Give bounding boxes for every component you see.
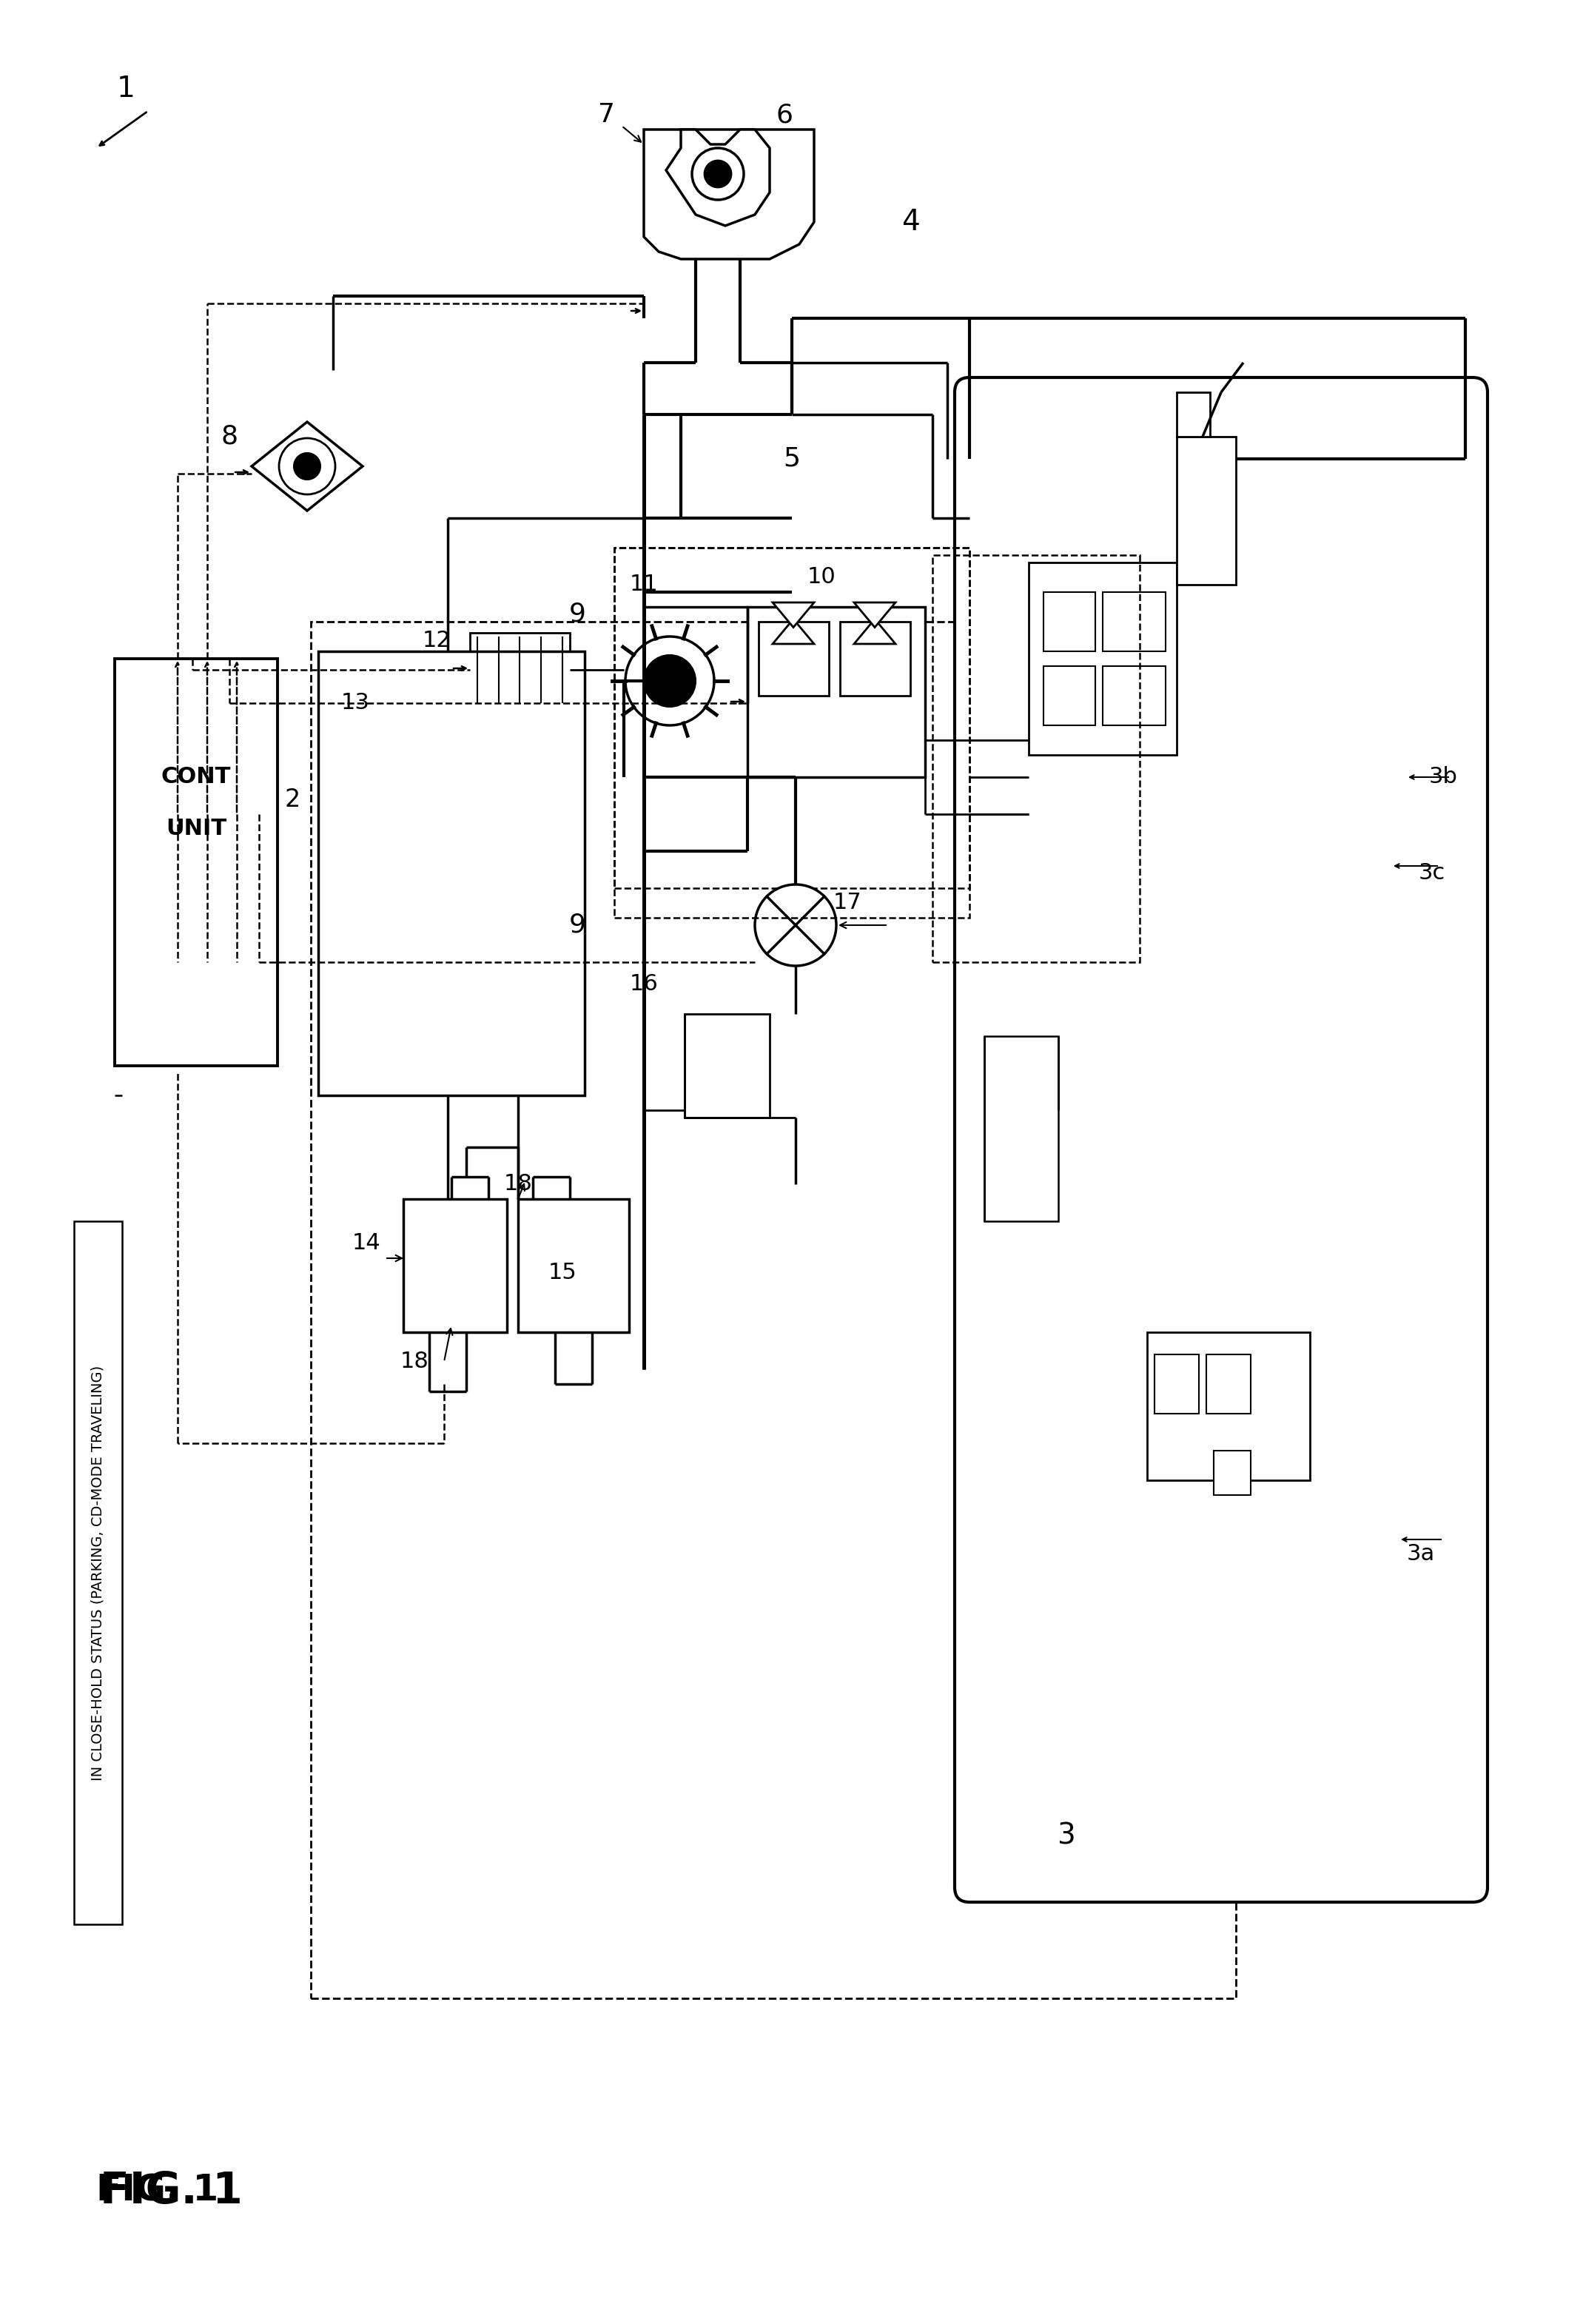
Bar (1043, 667, 1095, 725)
Text: 11: 11 (630, 574, 659, 595)
Polygon shape (666, 130, 769, 225)
Text: 9: 9 (568, 602, 586, 627)
Text: 17: 17 (833, 892, 861, 913)
Bar (841, 623, 910, 695)
Text: 3c: 3c (1418, 862, 1445, 883)
Text: IN CLOSE-HOLD STATUS (PARKING, CD-MODE TRAVELING): IN CLOSE-HOLD STATUS (PARKING, CD-MODE T… (90, 1364, 104, 1780)
Bar (932, 555, 1140, 962)
Text: 7: 7 (598, 102, 616, 128)
Text: 18: 18 (503, 1174, 532, 1195)
Bar (614, 548, 969, 918)
Text: CONT: CONT (161, 767, 231, 788)
Bar (1176, 393, 1209, 437)
Bar (1176, 437, 1236, 586)
Circle shape (279, 439, 336, 495)
Polygon shape (773, 618, 814, 644)
Bar (470, 632, 570, 706)
Polygon shape (855, 602, 896, 627)
Text: 2: 2 (285, 788, 301, 811)
Bar (404, 1199, 507, 1332)
Text: 12: 12 (423, 630, 451, 651)
Bar (114, 658, 277, 1067)
Text: 15: 15 (548, 1262, 576, 1283)
Text: 5: 5 (784, 446, 801, 472)
Circle shape (692, 149, 744, 200)
Text: 6: 6 (776, 102, 793, 128)
Text: 4: 4 (901, 207, 920, 237)
Text: 1: 1 (117, 74, 135, 102)
Bar (985, 1037, 1059, 1220)
Text: FIG. 1: FIG. 1 (100, 2171, 242, 2212)
Bar (684, 1013, 769, 1118)
Bar (1103, 593, 1165, 651)
Bar (1103, 667, 1165, 725)
Bar (318, 651, 584, 1095)
Circle shape (704, 160, 731, 188)
Text: 3: 3 (1056, 1822, 1075, 1850)
Bar (310, 623, 1236, 1999)
Text: 8: 8 (222, 423, 237, 449)
Bar (1214, 1450, 1251, 1494)
Text: 3a: 3a (1407, 1543, 1436, 1564)
Text: 14: 14 (351, 1232, 380, 1255)
Bar (1029, 562, 1176, 755)
Bar (747, 607, 924, 776)
Text: UNIT: UNIT (166, 818, 226, 839)
Circle shape (294, 453, 320, 479)
Circle shape (625, 637, 714, 725)
Bar (1206, 1355, 1251, 1413)
Polygon shape (252, 423, 363, 511)
Bar (614, 548, 969, 888)
Text: 13: 13 (340, 693, 369, 713)
Polygon shape (855, 618, 896, 644)
Text: 16: 16 (630, 974, 659, 995)
Text: 3b: 3b (1429, 767, 1458, 788)
Bar (1154, 1355, 1198, 1413)
Bar (518, 1199, 628, 1332)
Bar (1043, 593, 1095, 651)
Bar (74, 1220, 122, 1924)
Text: FIG. 1: FIG. 1 (97, 2173, 218, 2208)
Polygon shape (644, 130, 814, 258)
Circle shape (644, 655, 695, 706)
Bar (1148, 1332, 1309, 1480)
Circle shape (755, 885, 836, 967)
Polygon shape (773, 602, 814, 627)
FancyBboxPatch shape (955, 376, 1488, 1901)
Text: 9: 9 (568, 913, 586, 939)
Bar (758, 623, 829, 695)
Text: 18: 18 (400, 1350, 429, 1373)
Text: 10: 10 (807, 567, 836, 588)
